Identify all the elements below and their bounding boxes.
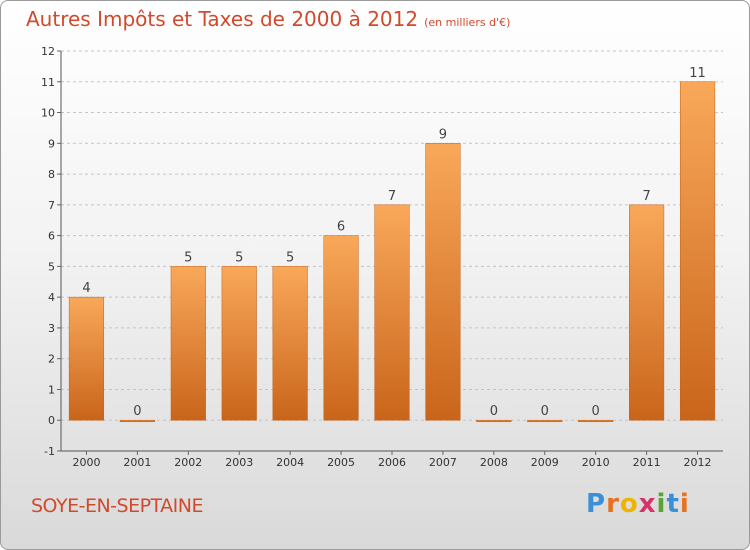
x-tick-label: 2010 [582, 456, 610, 469]
x-tick-label: 2006 [378, 456, 406, 469]
y-tick-label: 2 [48, 353, 55, 366]
y-tick-label: -1 [44, 445, 55, 458]
bar-value-label: 9 [439, 127, 447, 142]
bar-value-label: 0 [541, 404, 549, 419]
bar [578, 419, 614, 422]
bar-value-label: 5 [286, 250, 294, 265]
bar-value-label: 7 [388, 189, 396, 204]
x-tick-label: 2005 [327, 456, 355, 469]
x-tick-label: 2003 [225, 456, 253, 469]
logo-letter: i [679, 489, 690, 519]
bar-value-label: 0 [490, 404, 498, 419]
commune-name: SOYE-EN-SEPTAINE [31, 495, 204, 517]
bar [527, 419, 563, 422]
proxiti-logo: Proxiti [586, 489, 690, 519]
bar-value-label: 6 [337, 220, 345, 235]
bar-value-label: 5 [235, 250, 243, 265]
logo-letter: i [656, 489, 667, 519]
y-tick-label: 9 [48, 137, 55, 150]
bar-value-label: 7 [642, 189, 650, 204]
x-tick-label: 2007 [429, 456, 457, 469]
y-tick-label: 11 [41, 76, 55, 89]
logo-letter: t [666, 489, 680, 519]
bar [170, 266, 206, 421]
chart-title-text: Autres Impôts et Taxes de 2000 à 2012 [26, 7, 419, 31]
bar-value-label: 5 [184, 250, 192, 265]
x-tick-label: 2001 [123, 456, 151, 469]
x-tick-label: 2008 [480, 456, 508, 469]
x-tick-label: 2012 [684, 456, 712, 469]
logo-letter: P [586, 489, 607, 519]
bar [221, 266, 257, 421]
bar-value-label: 0 [133, 404, 141, 419]
bar [119, 419, 155, 422]
bar [272, 266, 308, 421]
y-tick-label: 4 [48, 291, 55, 304]
logo-letter: x [638, 489, 657, 519]
y-tick-label: 10 [41, 107, 55, 120]
logo-letter: o [619, 489, 639, 519]
bar [679, 81, 716, 421]
y-tick-label: 3 [48, 322, 55, 335]
y-tick-label: 1 [48, 383, 55, 396]
bar-value-label: 0 [592, 404, 600, 419]
y-tick-label: 8 [48, 168, 55, 181]
x-tick-label: 2004 [276, 456, 304, 469]
bar [629, 204, 665, 421]
x-tick-label: 2011 [633, 456, 661, 469]
chart-title: Autres Impôts et Taxes de 2000 à 2012 (en… [26, 7, 510, 31]
bar-value-label: 11 [689, 66, 706, 81]
bar [374, 204, 410, 421]
y-tick-label: 12 [41, 45, 55, 58]
x-tick-label: 2002 [174, 456, 202, 469]
y-tick-label: 5 [48, 260, 55, 273]
x-tick-label: 2000 [72, 456, 100, 469]
y-tick-label: 7 [48, 199, 55, 212]
logo-letter: r [606, 489, 620, 519]
bar [425, 143, 461, 421]
y-tick-label: 6 [48, 230, 55, 243]
bar-value-label: 4 [82, 281, 90, 296]
y-tick-label: 0 [48, 414, 55, 427]
chart-subtitle: (en milliers d'€) [424, 16, 511, 29]
bar [476, 419, 512, 422]
x-tick-label: 2009 [531, 456, 559, 469]
bar [323, 235, 359, 421]
bar [68, 296, 105, 421]
